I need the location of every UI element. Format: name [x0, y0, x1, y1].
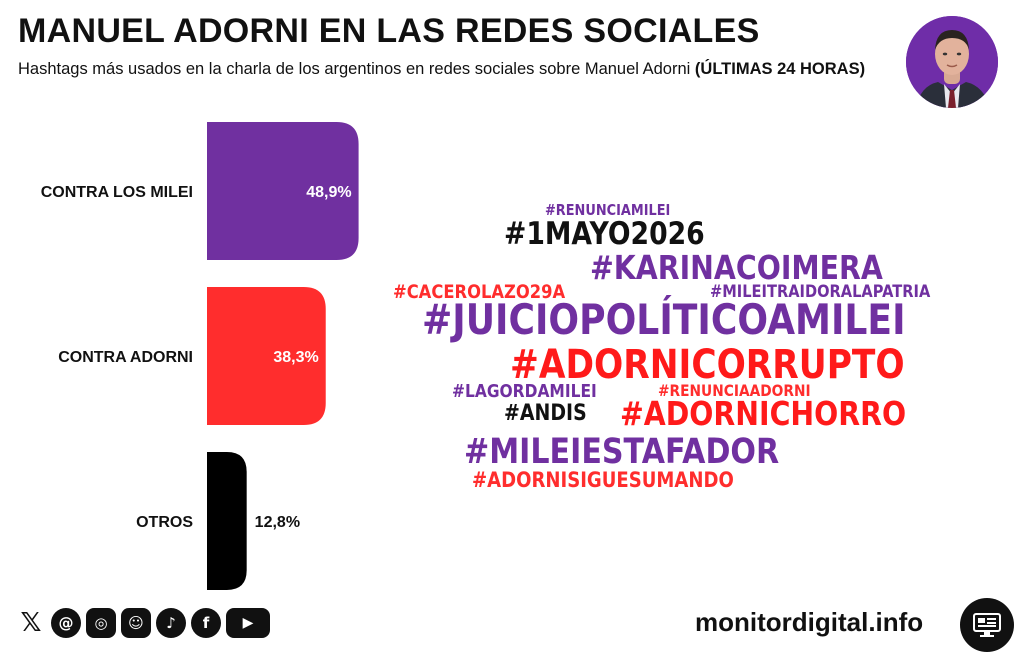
chart-subtitle: Hashtags más usados en la charla de los …	[18, 58, 888, 80]
avatar	[906, 16, 998, 108]
hashtag: #ANDIS	[504, 401, 587, 426]
monitor-icon	[960, 598, 1014, 652]
hashtag: #JUICIOPOLÍTICOAMILEI	[422, 295, 906, 344]
bar-2	[207, 452, 247, 590]
site-url[interactable]: monitordigital.info	[695, 607, 924, 637]
value-label: 12,8%	[255, 514, 300, 531]
hashtag: #1MAYO2026	[504, 216, 705, 252]
portrait-photo	[906, 16, 998, 108]
hashtag: #ADORNISIGUESUMANDO	[472, 468, 734, 492]
hashtag: #ADORNICORRUPTO	[510, 342, 905, 388]
threads-icon[interactable]: @	[51, 608, 81, 638]
bar-chart: CONTRA LOS MILEI 48,9% CONTRA ADORNI 38,3% O…	[41, 122, 359, 590]
category-label: CONTRA ADORNI	[58, 349, 193, 366]
subtitle-period: (ÚLTIMAS 24 HORAS)	[694, 60, 866, 78]
hashtag: #LAGORDAMILEI	[452, 381, 597, 402]
hashtag: #KARINACOIMERA	[590, 248, 883, 287]
chart-title: MANUEL ADORNI EN LAS REDES SOCIALES	[18, 12, 760, 50]
x-icon[interactable]: 𝕏	[20, 608, 42, 638]
social-icons: 𝕏 @ ◎ ☺ ♪ f ▶	[16, 608, 270, 638]
youtube-icon[interactable]: ▶	[226, 608, 270, 638]
hashtag: #MILEIESTAFADOR	[464, 432, 780, 472]
hashtag: #ADORNICHORRO	[620, 394, 907, 433]
hashtag-wordcloud: #RENUNCIAMILEI #1MAYO2026 #KARINACOIMERA #C…	[380, 195, 1000, 505]
subtitle-text: Hashtags más usados en la charla de los …	[18, 60, 691, 78]
instagram-icon[interactable]: ◎	[86, 608, 116, 638]
category-label: CONTRA LOS MILEI	[41, 184, 193, 201]
bar-1	[207, 287, 326, 425]
hashtag: #RENUNCIAADORNI	[658, 381, 811, 400]
category-label: OTROS	[136, 514, 193, 531]
hashtag: #MILEITRAIDORALAPATRIA	[710, 282, 931, 302]
tiktok-icon[interactable]: ♪	[156, 608, 186, 638]
hashtag: #RENUNCIAMILEI	[545, 201, 671, 219]
hashtag: #CACEROLAZO29A	[393, 281, 566, 303]
value-label: 48,9%	[306, 184, 351, 201]
value-label: 38,3%	[273, 349, 318, 366]
facebook-icon[interactable]: f	[191, 608, 221, 638]
bar-0	[207, 122, 359, 260]
reddit-icon[interactable]: ☺	[121, 608, 151, 638]
